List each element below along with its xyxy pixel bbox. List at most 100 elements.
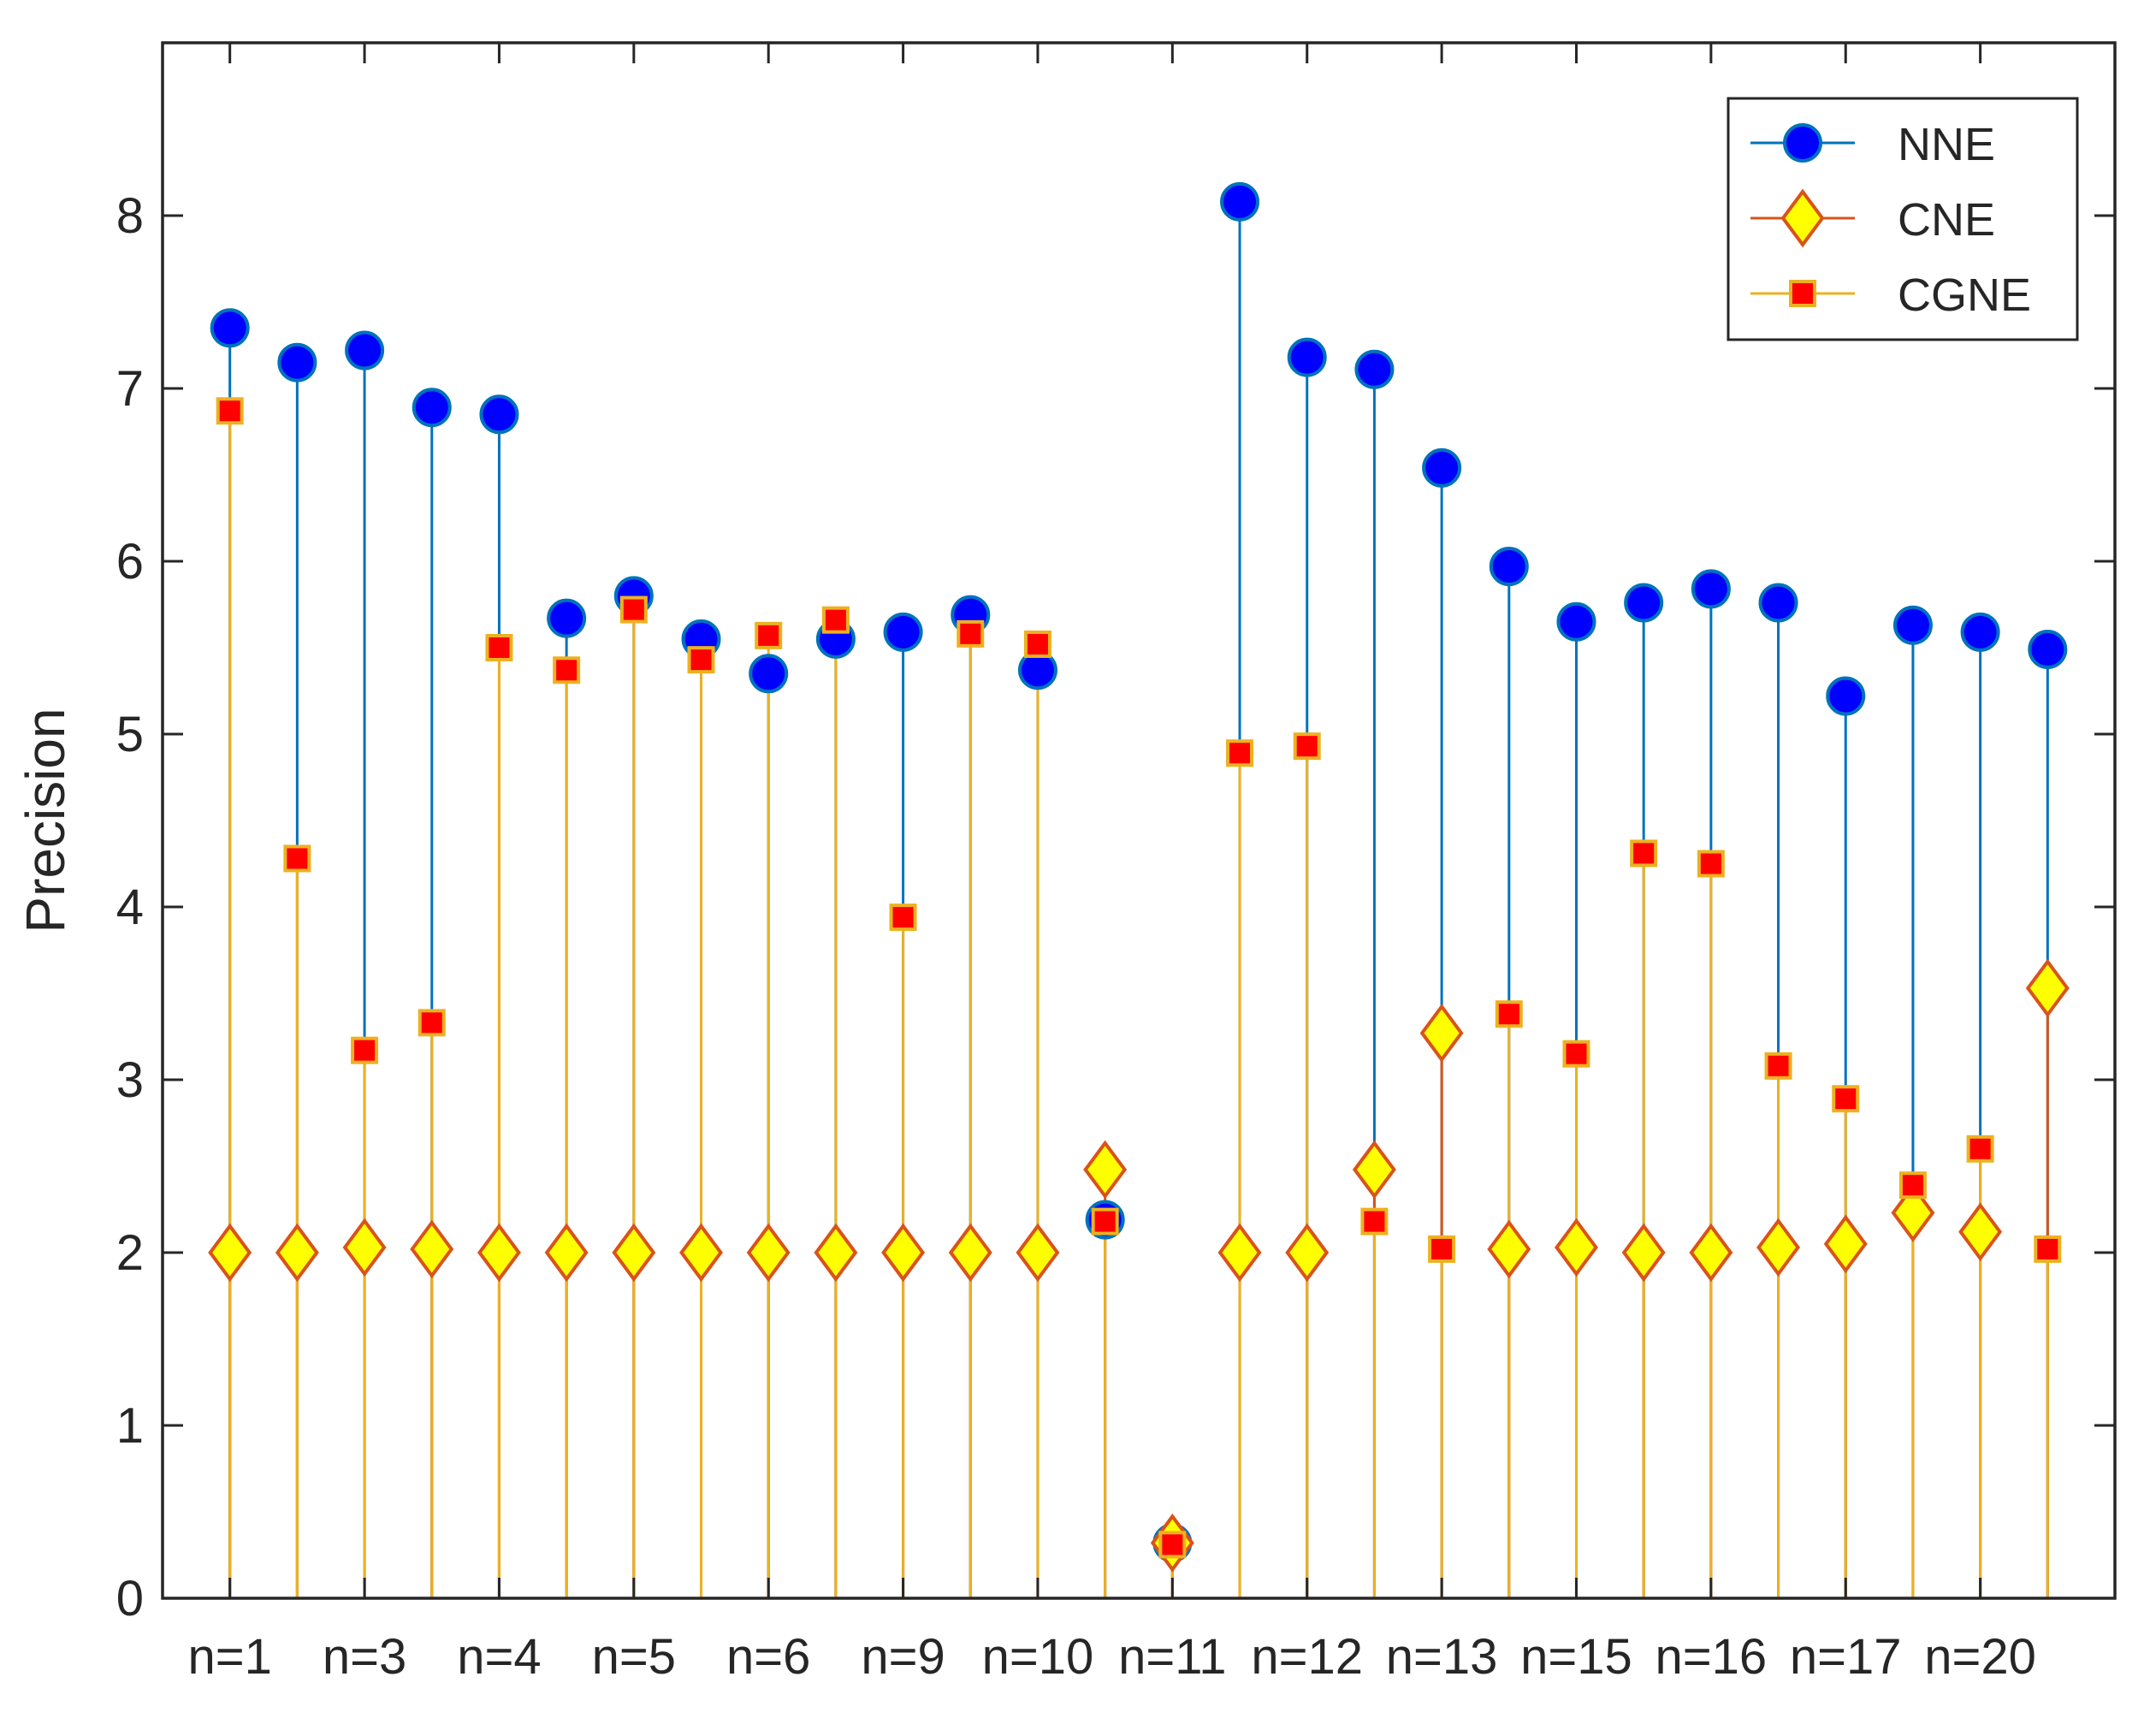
point-cgne: [1832, 1085, 1860, 1113]
x-tick-label: n=3: [323, 1629, 406, 1685]
point-cgne: [1898, 1171, 1927, 1200]
point-nne: [883, 612, 923, 652]
markers-cgne: [216, 397, 2062, 1559]
point-cgne: [1091, 1207, 1119, 1235]
point-cgne: [1293, 732, 1321, 761]
point-cgne: [957, 619, 985, 648]
legend-marker-cne: [1780, 188, 1825, 248]
y-tick-label: 2: [116, 1225, 144, 1281]
point-cgne: [1495, 1000, 1523, 1028]
legend-entry-nne: NNE: [1750, 119, 1995, 170]
point-nne: [1556, 601, 1596, 642]
x-tick-label: n=1: [187, 1629, 271, 1685]
x-tick-label: n=16: [1656, 1629, 1768, 1685]
y-tick-label: 8: [116, 188, 144, 244]
y-tick-label: 0: [116, 1571, 144, 1626]
x-tick-label: n=13: [1386, 1629, 1498, 1685]
x-tick-label: n=11: [1118, 1629, 1226, 1685]
point-cne: [881, 1223, 926, 1283]
legend-label-cgne: CGNE: [1898, 270, 2031, 321]
point-cgne: [1764, 1052, 1792, 1080]
point-cne: [948, 1223, 992, 1283]
point-nne: [1758, 583, 1798, 623]
point-cne: [1285, 1223, 1330, 1283]
point-nne: [1287, 337, 1327, 377]
point-cgne: [1428, 1235, 1456, 1263]
point-cne: [410, 1219, 454, 1279]
point-cgne: [2034, 1235, 2062, 1263]
point-cne: [544, 1223, 589, 1283]
point-cgne: [1697, 850, 1725, 878]
y-tick-label: 6: [116, 534, 144, 590]
point-cne: [814, 1223, 858, 1283]
point-nne: [1691, 569, 1731, 609]
markers-nne: [210, 181, 2068, 1563]
axes-box: [161, 41, 2117, 1600]
point-cne: [1621, 1223, 1666, 1283]
y-tick-label: 3: [116, 1052, 144, 1108]
point-nne: [1489, 547, 1529, 587]
x-tick-label: n=20: [1924, 1629, 2036, 1685]
y-tick-label: 4: [116, 880, 144, 935]
y-tick-label: 1: [116, 1398, 144, 1454]
point-nne: [1826, 676, 1866, 716]
point-nne: [479, 394, 519, 435]
y-tick-label: 7: [116, 361, 144, 417]
x-tick-label: n=12: [1251, 1629, 1363, 1685]
point-cgne: [755, 621, 783, 649]
point-cne: [612, 1223, 656, 1283]
point-cgne: [1562, 1040, 1590, 1068]
x-axis: n=1 n=3 n=4 n=5 n=6 n=9 n=10 n=11 n=12 n=13 n=15 n=…: [187, 43, 2036, 1685]
point-cgne: [1360, 1207, 1389, 1235]
legend-label-cne: CNE: [1898, 194, 1995, 246]
point-cgne: [351, 1036, 379, 1064]
point-cne: [1487, 1219, 1531, 1279]
point-cne: [746, 1223, 791, 1283]
point-cgne: [283, 844, 311, 873]
point-cgne: [1226, 739, 1254, 767]
point-cne: [1083, 1140, 1128, 1200]
point-nne: [749, 654, 789, 694]
point-cne: [1958, 1202, 2003, 1262]
x-tick-label: n=9: [861, 1629, 945, 1685]
point-cne: [1554, 1218, 1598, 1277]
legend-entry-cgne: CGNE: [1750, 270, 2031, 321]
y-axis: 0 1 2 3 4 5 6 7 8: [116, 188, 2115, 1626]
legend-marker-nne: [1783, 123, 1822, 163]
point-nne: [277, 342, 317, 382]
x-tick-label: n=6: [726, 1629, 810, 1685]
point-cgne: [216, 397, 244, 425]
point-nne: [2028, 630, 2068, 670]
point-cgne: [418, 1009, 446, 1037]
point-cne: [1217, 1223, 1262, 1283]
plot-area: [208, 181, 2070, 1598]
point-nne: [547, 598, 587, 638]
point-cgne: [1023, 630, 1051, 658]
point-cne: [208, 1223, 252, 1283]
point-cgne: [485, 634, 513, 661]
legend-marker-cgne: [1789, 280, 1816, 307]
point-cgne: [687, 646, 715, 674]
x-tick-label: n=15: [1520, 1629, 1632, 1685]
point-cne: [1756, 1218, 1801, 1277]
point-nne: [1422, 447, 1462, 488]
point-cne: [2025, 958, 2070, 1018]
x-tick-label: n=17: [1790, 1629, 1902, 1685]
point-cne: [1823, 1214, 1868, 1274]
point-cne: [275, 1223, 319, 1283]
point-nne: [1220, 181, 1260, 222]
point-cne: [1891, 1183, 1935, 1242]
series-cgne: [228, 411, 2049, 1598]
x-tick-label: n=10: [982, 1629, 1094, 1685]
point-nne: [345, 330, 385, 370]
point-cne: [1352, 1140, 1396, 1200]
point-cgne: [821, 606, 850, 634]
point-cgne: [1158, 1531, 1187, 1559]
point-cne: [342, 1218, 387, 1277]
point-cgne: [1630, 839, 1658, 868]
x-tick-label: n=4: [457, 1629, 541, 1685]
y-axis-label: Precision: [15, 708, 76, 933]
point-nne: [412, 388, 452, 428]
point-cne: [477, 1223, 521, 1283]
